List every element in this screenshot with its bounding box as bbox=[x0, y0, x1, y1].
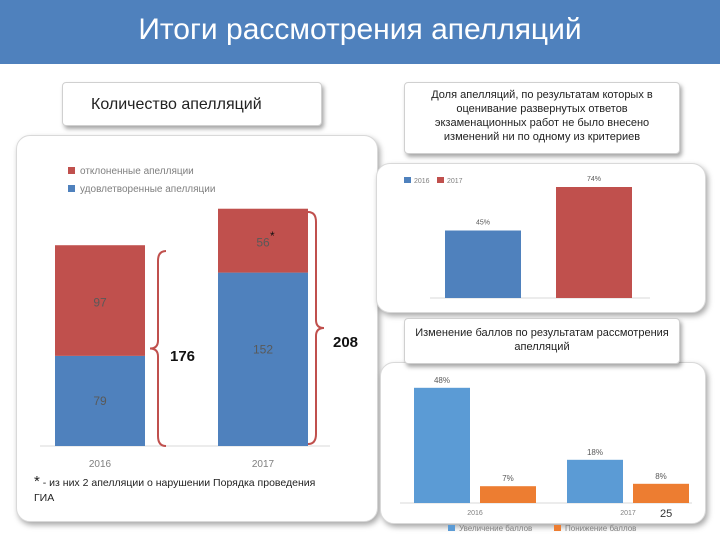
bar-rejected-2017 bbox=[218, 208, 308, 273]
bar-rejected-2016 bbox=[55, 245, 145, 356]
share-label: Доля апелляций, по результатам которых в… bbox=[404, 82, 680, 154]
label-satisfied-2017: 152 bbox=[253, 342, 273, 356]
count-label: Количество апелляций bbox=[62, 82, 322, 126]
change-tick-2016: 2016 bbox=[467, 510, 483, 517]
share-bar-2016 bbox=[445, 230, 521, 298]
share-value-2017: 74% bbox=[587, 176, 601, 183]
legend-swatch-increase bbox=[448, 525, 455, 531]
change-value-decrease-2016: 7% bbox=[502, 474, 514, 483]
footnote-text: - из них 2 апелляции о нарушении Порядка… bbox=[34, 477, 316, 504]
bar-satisfied-2017 bbox=[218, 272, 308, 446]
legend-swatch-2017 bbox=[437, 177, 444, 183]
change-bar-increase-2017 bbox=[567, 459, 623, 503]
change-tick-2017: 2017 bbox=[620, 510, 636, 517]
change-value-increase-2017: 18% bbox=[587, 448, 603, 457]
brace-2017 bbox=[307, 211, 325, 445]
legend-swatch-decrease bbox=[554, 525, 561, 531]
slide-title: Итоги рассмотрения апелляций bbox=[138, 13, 582, 46]
change-value-increase-2016: 48% bbox=[434, 376, 450, 385]
legend-swatch-2016 bbox=[404, 177, 411, 183]
share-bar-2017 bbox=[556, 187, 632, 298]
footnote-star: * bbox=[34, 473, 40, 490]
share-chart-panel bbox=[376, 163, 706, 313]
change-label: Изменение баллов по результатам рассмотр… bbox=[404, 318, 680, 364]
change-bar-decrease-2017 bbox=[633, 483, 689, 503]
legend-swatch-rejected bbox=[68, 167, 75, 174]
legend-swatch-satisfied bbox=[68, 185, 75, 192]
share-value-2016: 45% bbox=[476, 220, 490, 227]
brace-2016 bbox=[149, 250, 167, 447]
legend-2017: 2017 bbox=[447, 178, 463, 185]
count-tick-2016: 2016 bbox=[89, 459, 112, 470]
label-rejected-2016: 97 bbox=[93, 296, 107, 310]
label-satisfied-2016: 79 bbox=[93, 394, 107, 408]
footnote: * - из них 2 апелляции о нарушении Поряд… bbox=[34, 474, 334, 506]
change-bar-increase-2016 bbox=[414, 387, 470, 503]
legend-increase: Увеличение баллов bbox=[459, 524, 532, 533]
count-tick-2017: 2017 bbox=[252, 459, 275, 470]
legend-satisfied: удовлетворенные апелляции bbox=[80, 184, 215, 195]
label-rejected-2017: 56 bbox=[256, 236, 270, 250]
legend-2016: 2016 bbox=[414, 178, 430, 185]
title-bar bbox=[0, 0, 720, 64]
total-2016-label: 176 bbox=[170, 348, 196, 365]
bar-satisfied-2016 bbox=[55, 355, 145, 446]
change-bar-decrease-2016 bbox=[480, 486, 536, 503]
bar-star: * bbox=[270, 229, 275, 243]
change-value-decrease-2017: 8% bbox=[655, 472, 667, 481]
total-2017-label: 208 bbox=[333, 334, 359, 351]
legend-decrease: Понижение баллов bbox=[565, 524, 636, 533]
page-number: 25 bbox=[660, 508, 673, 520]
legend-rejected: отклоненные апелляции bbox=[80, 166, 194, 177]
